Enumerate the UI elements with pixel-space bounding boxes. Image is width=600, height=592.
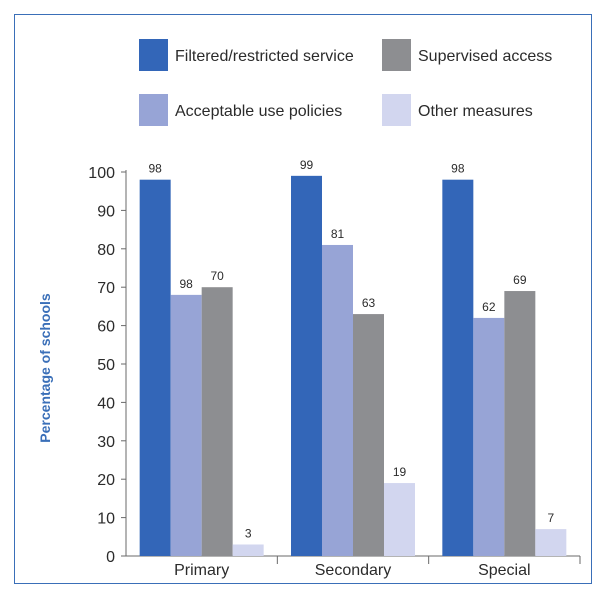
bar-primary-filtered-restricted-service <box>139 179 171 556</box>
bar-secondary-supervised-access <box>353 314 384 556</box>
y-tick-label: 0 <box>106 549 115 566</box>
data-label-secondary-acceptable-use-policies: 81 <box>331 227 345 241</box>
y-tick-label: 90 <box>97 203 115 220</box>
x-tick-label-secondary: Secondary <box>315 562 392 579</box>
bar-primary-supervised-access <box>201 287 233 556</box>
legend-label-filtered-restricted-service: Filtered/restricted service <box>175 48 354 65</box>
data-label-secondary-other-measures: 19 <box>393 465 407 479</box>
y-axis-label: Percentage of schools <box>37 293 53 443</box>
x-tick-label-primary: Primary <box>174 562 229 579</box>
data-label-secondary-filtered-restricted-service: 99 <box>300 158 314 172</box>
y-axis: 0 10 20 30 40 50 60 70 80 90 100 <box>88 165 127 566</box>
data-label-special-filtered-restricted-service: 98 <box>451 162 465 176</box>
data-label-special-other-measures: 7 <box>547 511 554 525</box>
data-labels: 98 98 70 3 99 81 63 19 98 62 69 7 <box>148 158 554 541</box>
y-tick-label: 80 <box>97 242 115 259</box>
bar-special-filtered-restricted-service <box>442 179 474 556</box>
bar-special-acceptable-use-policies <box>473 317 505 556</box>
legend-swatch-other-measures <box>382 94 411 126</box>
y-tick-label: 20 <box>97 472 115 489</box>
y-tick-label: 40 <box>97 395 115 412</box>
data-label-primary-acceptable-use-policies: 98 <box>179 277 193 291</box>
x-axis: Primary Secondary Special <box>126 555 581 579</box>
y-tick-label: 50 <box>97 357 115 374</box>
data-label-primary-filtered-restricted-service: 98 <box>148 162 162 176</box>
legend-swatch-acceptable-use-policies <box>139 94 168 126</box>
bar-secondary-acceptable-use-policies <box>322 244 353 556</box>
y-tick-label: 10 <box>97 511 115 528</box>
y-tick-label: 30 <box>97 434 115 451</box>
y-tick-label: 100 <box>88 165 115 182</box>
y-tick-label: 70 <box>97 280 115 297</box>
data-label-special-supervised-access: 69 <box>513 273 527 287</box>
bar-primary-other-measures <box>232 544 264 556</box>
x-tick-label-special: Special <box>478 562 530 579</box>
legend-label-other-measures: Other measures <box>418 103 533 120</box>
bars <box>139 175 567 556</box>
bar-primary-acceptable-use-policies <box>170 294 202 556</box>
legend-swatch-supervised-access <box>382 39 411 71</box>
bar-special-other-measures <box>535 529 567 556</box>
chart-frame <box>14 14 592 584</box>
bar-secondary-filtered-restricted-service <box>291 175 322 556</box>
data-label-primary-supervised-access: 70 <box>210 269 224 283</box>
data-label-special-acceptable-use-policies: 62 <box>482 300 496 314</box>
bar-special-supervised-access <box>504 291 536 556</box>
bar-secondary-other-measures <box>384 483 415 556</box>
legend-label-acceptable-use-policies: Acceptable use policies <box>175 103 342 120</box>
legend: Filtered/restricted service Supervised ac… <box>139 39 552 126</box>
data-label-secondary-supervised-access: 63 <box>362 296 376 310</box>
data-label-primary-other-measures: 3 <box>245 526 252 540</box>
y-tick-label: 60 <box>97 319 115 336</box>
legend-swatch-filtered-restricted-service <box>139 39 168 71</box>
legend-label-supervised-access: Supervised access <box>418 48 552 65</box>
